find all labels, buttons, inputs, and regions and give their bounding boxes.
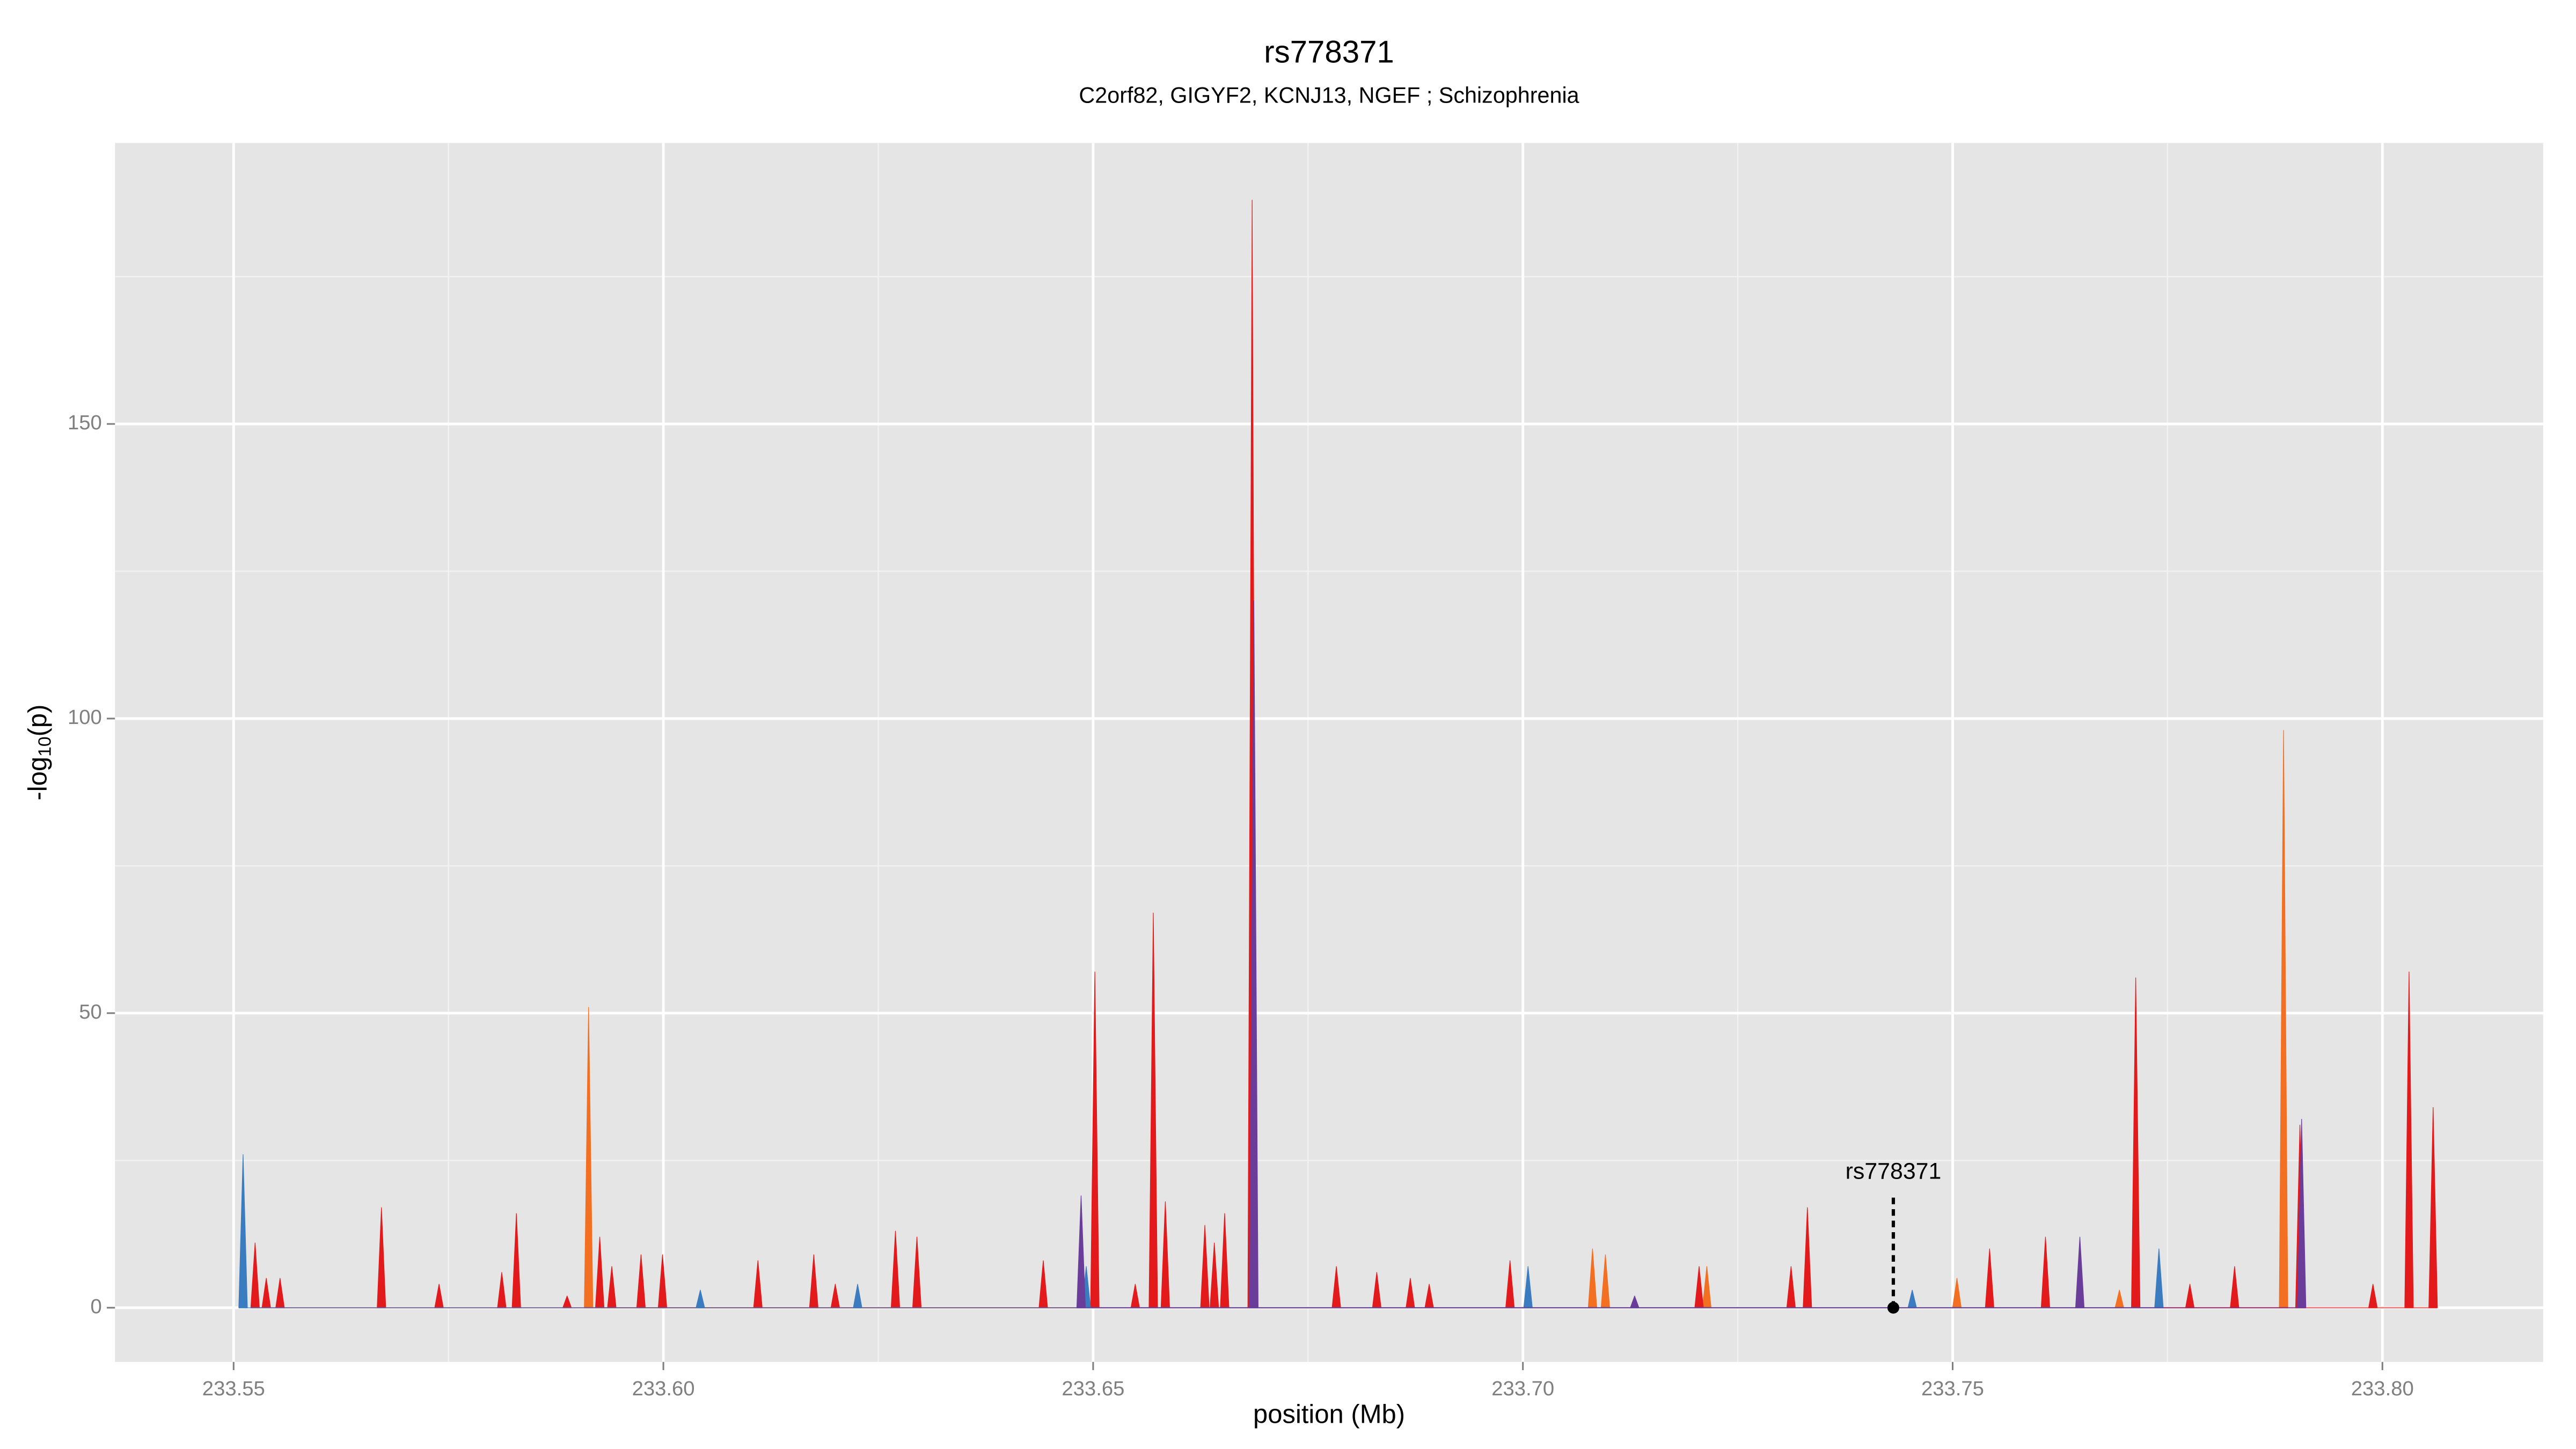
x-tick-label: 233.80	[2351, 1377, 2414, 1400]
marks: rs778371	[238, 200, 2438, 1314]
x-tick-label: 233.60	[632, 1377, 695, 1400]
y-tick-label: 50	[79, 1000, 102, 1023]
plot-background	[115, 143, 2543, 1362]
x-tick-label: 233.65	[1062, 1377, 1124, 1400]
y-axis-title-part: 10	[35, 736, 55, 756]
chart-title: rs778371	[1264, 34, 1394, 69]
grid	[115, 143, 2543, 1362]
x-tick-label: 233.75	[1921, 1377, 1984, 1400]
y-tick-label: 150	[68, 411, 102, 434]
y-axis-title-part: -log	[23, 757, 52, 801]
annotation-label: rs778371	[1846, 1159, 1942, 1184]
y-tick-label: 0	[91, 1295, 102, 1318]
axes: 0 50 100 150 233.55 233.60 233.65 233.70 233.75 2…	[68, 411, 2414, 1400]
x-axis-title: position (Mb)	[1253, 1400, 1405, 1429]
y-tick-label: 100	[68, 706, 102, 729]
x-tick-label: 233.55	[202, 1377, 265, 1400]
annotation-point	[1887, 1301, 1899, 1314]
x-tick-label: 233.70	[1491, 1377, 1554, 1400]
chart-subtitle: C2orf82, GIGYF2, KCNJ13, NGEF ; Schizoph…	[1079, 83, 1579, 108]
y-axis-title-part: (p)	[23, 705, 52, 737]
y-axis-title: -log10(p)	[23, 705, 55, 801]
